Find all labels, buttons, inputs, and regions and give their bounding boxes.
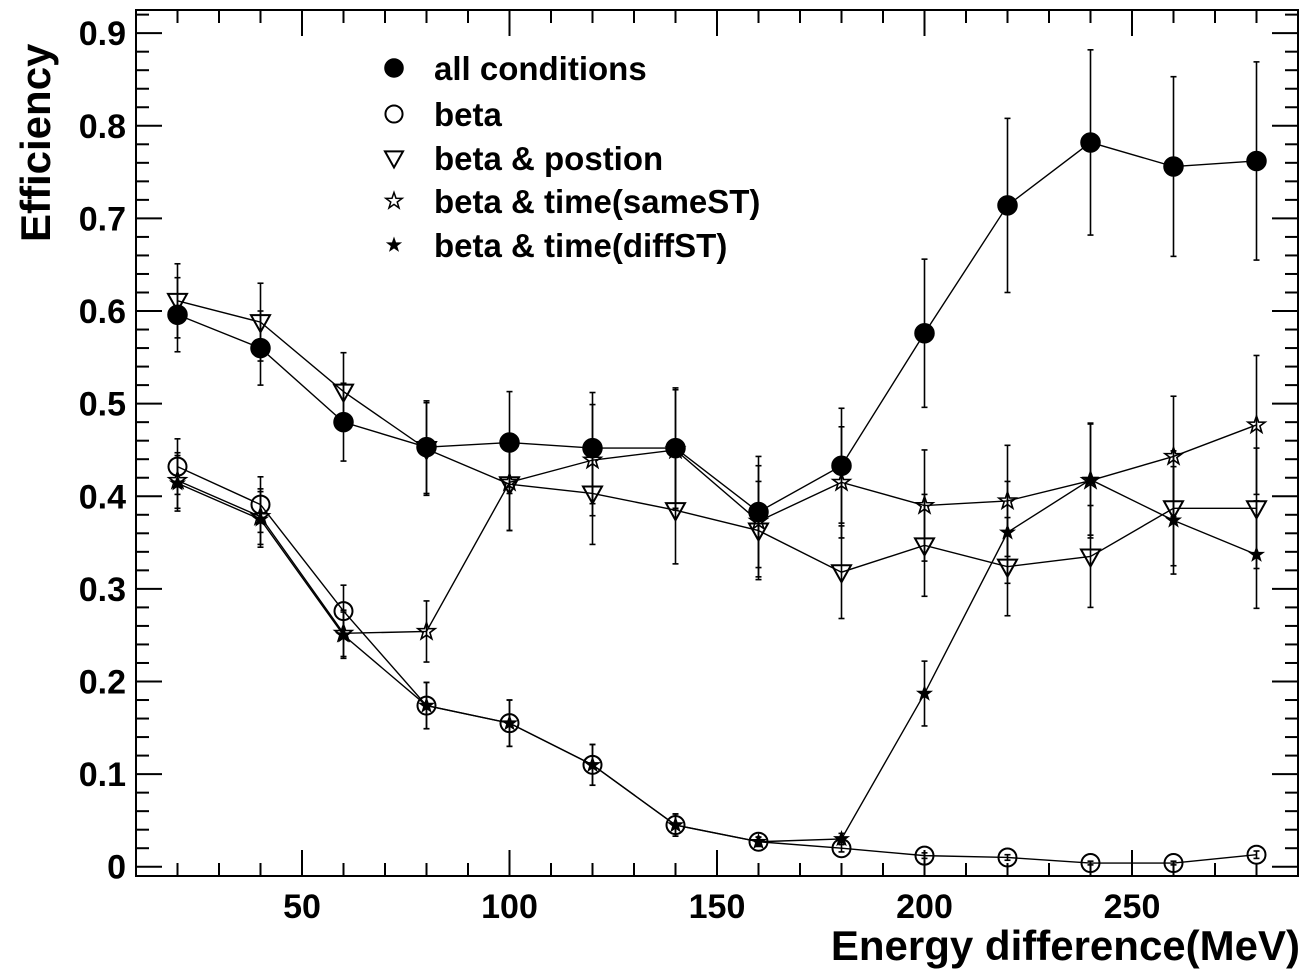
data-point bbox=[332, 383, 355, 404]
series-line bbox=[177, 300, 1257, 573]
series-line bbox=[177, 141, 1257, 513]
legend-marker bbox=[384, 104, 404, 124]
data-point bbox=[914, 845, 935, 866]
legend-item: beta & time(sameST) bbox=[385, 183, 760, 220]
y-tick-label: 0.4 bbox=[79, 478, 126, 516]
legend-marker bbox=[384, 58, 404, 78]
legend-marker bbox=[386, 237, 402, 252]
legend-label: beta & time(diffST) bbox=[434, 227, 727, 264]
y-tick-label: 0.3 bbox=[79, 571, 126, 609]
legend-label: beta bbox=[434, 96, 503, 133]
data-point bbox=[1079, 548, 1102, 569]
data-series bbox=[166, 49, 1268, 874]
y-tick-label: 0.1 bbox=[79, 756, 126, 794]
y-tick-label: 0.7 bbox=[79, 200, 126, 238]
legend-label: beta & time(sameST) bbox=[434, 183, 760, 220]
axis-ticks bbox=[135, 10, 1299, 876]
y-tick-label: 0.8 bbox=[79, 108, 126, 146]
y-tick-label: 0.9 bbox=[79, 15, 126, 53]
legend: all conditions beta beta & postion beta & t… bbox=[383, 50, 760, 264]
y-tick-label: 0.2 bbox=[79, 663, 126, 701]
series-beta-time-diffst- bbox=[169, 423, 1265, 849]
series-line bbox=[177, 424, 1257, 635]
legend-item: beta & time(diffST) bbox=[386, 227, 727, 264]
data-point bbox=[1246, 844, 1267, 865]
series-all-conditions bbox=[167, 49, 1267, 569]
legend-item: all conditions bbox=[384, 50, 647, 87]
data-point bbox=[997, 847, 1018, 868]
series-beta bbox=[167, 438, 1267, 874]
x-axis-title: Energy difference(MeV) bbox=[831, 922, 1300, 969]
data-point bbox=[1080, 132, 1101, 153]
data-point bbox=[914, 322, 935, 344]
y-axis-title: Efficiency bbox=[12, 43, 59, 242]
series-line bbox=[177, 465, 1257, 864]
x-tick-label: 100 bbox=[481, 888, 538, 926]
legend-item: beta bbox=[384, 96, 503, 133]
legend-marker bbox=[383, 150, 405, 170]
legend-marker bbox=[385, 191, 403, 209]
data-point bbox=[830, 564, 853, 585]
x-tick-label: 200 bbox=[896, 888, 953, 926]
legend-label: beta & postion bbox=[434, 140, 663, 177]
data-point bbox=[1080, 853, 1101, 874]
y-tick-label: 0 bbox=[107, 849, 126, 887]
x-tick-label: 250 bbox=[1104, 888, 1161, 926]
data-point bbox=[166, 292, 189, 313]
y-tick-label: 0.6 bbox=[79, 293, 126, 331]
tick-labels: 50 100 150 200 250 0 0.1 0.2 0.3 0.4 0.5 0.6 0.7 0.8 0… bbox=[79, 15, 1161, 926]
data-point bbox=[415, 441, 438, 462]
legend-item: beta & postion bbox=[383, 140, 663, 177]
data-point bbox=[997, 195, 1018, 216]
data-point bbox=[1163, 853, 1184, 874]
series-line bbox=[177, 478, 1257, 843]
legend-label: all conditions bbox=[434, 50, 647, 87]
data-point bbox=[1246, 150, 1267, 172]
data-point bbox=[1163, 156, 1184, 177]
x-tick-label: 150 bbox=[689, 888, 746, 926]
y-tick-label: 0.5 bbox=[79, 386, 126, 424]
plot-frame bbox=[135, 9, 1299, 877]
series-beta-time-samest- bbox=[168, 354, 1266, 663]
x-tick-label: 50 bbox=[283, 888, 321, 926]
series-beta-postion bbox=[166, 262, 1268, 620]
data-point bbox=[249, 314, 272, 335]
